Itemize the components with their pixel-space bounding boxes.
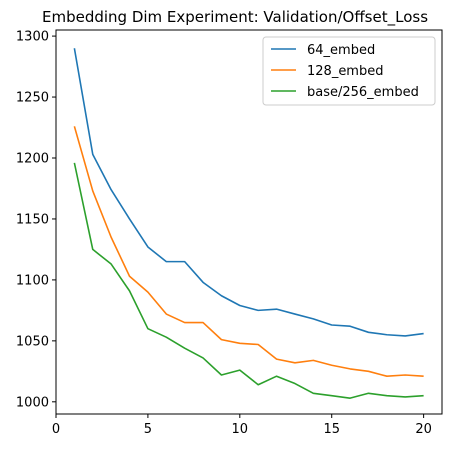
legend: 64_embed 128_embed base/256_embed xyxy=(262,36,436,106)
y-tick-label: 1250 xyxy=(16,91,49,106)
y-tick-label: 1150 xyxy=(16,212,49,227)
y-tick-label: 1000 xyxy=(16,395,49,410)
series-line-1 xyxy=(73,48,424,337)
legend-box xyxy=(262,36,436,106)
x-tick-label: 20 xyxy=(415,422,432,437)
plot-frame xyxy=(55,29,443,415)
axes-layer: 0 5 10 15 20 1000 1050 1100 1150 1200 1250 1300 xyxy=(16,29,443,437)
y-tick-label: 1050 xyxy=(16,334,49,349)
y-tick-label: 1300 xyxy=(16,30,49,45)
series-line-2 xyxy=(73,126,424,378)
series-line-3 xyxy=(73,162,424,399)
legend-label: 64_embed xyxy=(307,43,375,58)
x-tick-label: 0 xyxy=(52,422,60,437)
x-tick-label: 5 xyxy=(144,422,152,437)
legend-label: base/256_embed xyxy=(307,85,419,100)
x-tick-label: 15 xyxy=(323,422,340,437)
legend-label: 128_embed xyxy=(307,64,383,79)
chart-title: Embedding Dim Experiment: Validation/Off… xyxy=(42,8,428,27)
x-tick-label: 10 xyxy=(232,422,249,437)
y-tick-label: 1200 xyxy=(16,152,49,167)
y-tick-label: 1100 xyxy=(16,273,49,288)
series-layer xyxy=(73,48,424,399)
